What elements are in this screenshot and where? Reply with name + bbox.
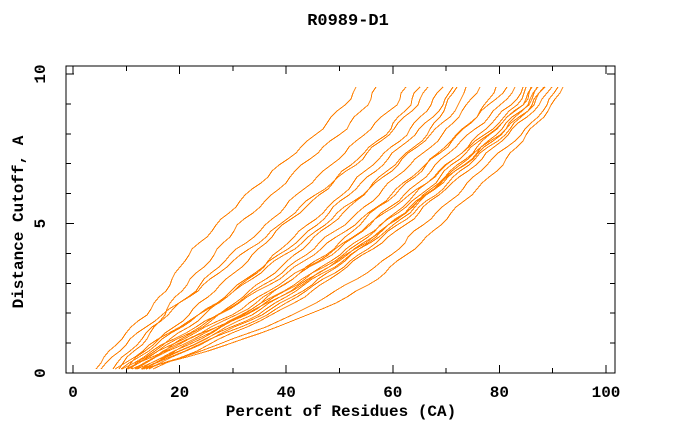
plot-frame [65, 65, 616, 374]
gdt-curve [114, 86, 467, 370]
x-tick-label: 20 [170, 384, 189, 402]
x-axis-title: Percent of Residues (CA) [225, 403, 457, 421]
x-tick-label: 0 [68, 384, 78, 402]
gdt-curve [127, 86, 527, 370]
gdt-curve [126, 86, 421, 370]
gdt-curve [143, 86, 546, 370]
chart-title: R0989-D1 [307, 12, 389, 31]
x-tick-label: 60 [383, 384, 402, 402]
gdt-curve [136, 86, 524, 370]
gdt-curve [131, 86, 516, 370]
gdt-curve [152, 86, 553, 370]
x-tick-label: 80 [490, 384, 509, 402]
y-tick-label: 10 [32, 64, 50, 83]
y-tick-label: 0 [32, 368, 50, 378]
gdt-curve [100, 86, 429, 370]
gdt-curve [135, 86, 533, 370]
gdt-curve [141, 86, 497, 370]
gdt-curve [95, 86, 357, 370]
gdt-curve [145, 86, 559, 370]
gdt-curve [130, 86, 444, 370]
y-tick-label: 5 [32, 219, 50, 229]
gdt-curve [125, 86, 481, 370]
x-tick-label: 100 [592, 384, 621, 402]
gdt-curve [141, 86, 564, 370]
gdt-curve [120, 86, 454, 370]
gdt-curve [126, 86, 545, 370]
x-tick-label: 40 [277, 384, 296, 402]
gdt-curve [112, 86, 407, 370]
gdt-curve [134, 86, 458, 370]
gdt-curve [148, 86, 538, 370]
gdt-curve [121, 86, 508, 370]
